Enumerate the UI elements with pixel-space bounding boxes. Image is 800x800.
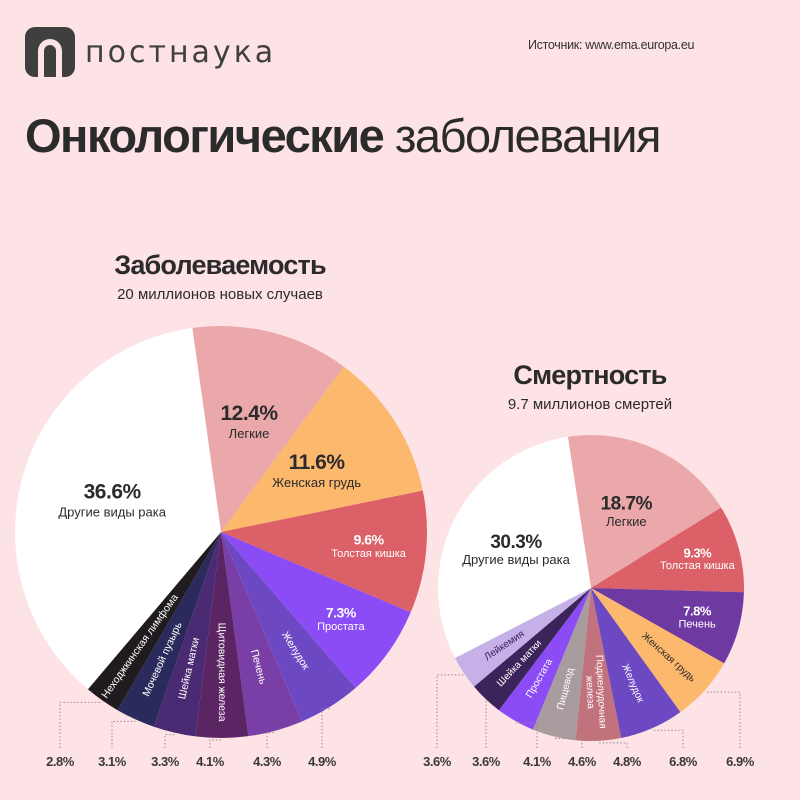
mortality-slice-8 [474,588,591,711]
mortality-slice-9 [454,588,591,687]
mortality-slice-8-pct: 3.6% [472,754,501,769]
mortality-slice-5-pct: 4.8% [613,754,642,769]
mortality-slice-3-leader-line [704,691,741,748]
incidence-slice-1-label: Женская грудь [272,475,361,490]
incidence-slice-9 [87,532,221,711]
incidence-slice-9-leader-line [59,701,103,748]
mortality-slice-1 [591,507,744,593]
incidence-slice-1-pct: 11.6% [289,451,346,474]
incidence-slice-6 [195,532,249,738]
incidence-slice-3-label: Простата [317,621,365,633]
mortality-slice-3-pct: 6.9% [726,754,755,769]
incidence-slice-5 [221,532,302,737]
mortality-slice-5-label: Поджелудочнаяжелеза [583,655,609,730]
incidence-slice-7-leader-line [164,734,175,748]
incidence-slice-10-label: Другие виды рака [58,504,166,519]
mortality-slice-7-pct: 4.1% [523,754,552,769]
mortality-slice-5-leader-line [598,742,628,748]
incidence-slice-2-label: Толстая кишка [331,548,407,560]
incidence-slice-2-pct: 9.6% [354,532,385,548]
mortality-slice-1-pct: 9.3% [684,545,713,560]
mortality-slice-10-label: Другие виды рака [462,552,570,567]
incidence-slice-9-pct: 2.8% [46,754,75,769]
mortality-slice-6-leader-line [553,737,583,748]
incidence-slice-0-label: Легкие [229,426,270,441]
title-bold: Онкологические [25,109,385,162]
incidence-slice-1 [221,366,423,532]
mortality-title: Смертность [513,360,667,390]
incidence-slice-7 [153,532,221,737]
incidence-slice-4 [221,532,356,722]
brand-logo: постнаука [25,27,276,77]
logo-mark-icon [25,27,75,77]
incidence-slice-7-pct: 3.3% [151,754,180,769]
mortality-slice-2-pct: 7.8% [683,604,712,619]
incidence-slice-3-pct: 7.3% [326,604,357,620]
incidence-slice-5-pct: 4.3% [253,754,282,769]
mortality-slice-0-label: Легкие [606,514,647,529]
page-title: Онкологические заболевания [25,108,662,163]
incidence-slice-0-pct: 12.4% [220,402,278,425]
incidence-slice-0 [192,326,344,532]
incidence-pie: 12.4%Легкие 11.6%Женская грудь 9.6%Толстая… [14,326,427,769]
mortality-slice-10-pct: 30.3% [490,532,542,553]
incidence-slice-8-pct: 3.1% [98,754,127,769]
incidence-slice-4-leader-line [321,708,330,748]
mortality-slice-2 [591,588,744,664]
mortality-slice-10 [438,436,591,659]
mortality-slice-4 [591,588,681,738]
incidence-slice-6-pct: 4.1% [196,754,225,769]
incidence-slice-4-pct: 4.9% [308,754,337,769]
incidence-slice-6-label: Щитовидная железа [216,623,228,722]
mortality-slice-3 [591,588,725,713]
mortality-slice-9-pct: 3.6% [423,754,452,769]
mortality-slice-7-leader-line [515,722,538,748]
incidence-slice-5-leader-line [266,732,276,748]
incidence-slice-10-pct: 36.6% [84,481,142,504]
incidence-subtitle: 20 миллионов новых случаев [117,286,323,303]
mortality-slice-0-pct: 18.7% [601,494,653,515]
incidence-slice-8 [117,532,221,727]
mortality-slice-6 [532,588,591,741]
mortality-slice-4-pct: 6.8% [669,754,698,769]
incidence-slice-10 [14,328,222,690]
mortality-slice-6-pct: 4.6% [568,754,597,769]
mortality-slice-4-leader-line [652,729,684,748]
mortality-slice-5 [575,588,622,741]
incidence-slice-3 [221,532,411,689]
source-link[interactable]: Источник: www.ema.europa.eu [528,38,695,52]
incidence-title: Заболеваемость [114,250,326,280]
mortality-slice-7 [498,588,591,730]
mortality-slice-0 [567,435,722,588]
title-light: заболевания [394,109,662,162]
mortality-slice-1-label: Толстая кишка [660,560,736,572]
brand-name: постнаука [85,34,277,70]
mortality-slice-9-leader-line [436,674,464,748]
incidence-slice-8-leader-line [111,720,136,748]
incidence-slice-2 [221,490,427,613]
mortality-subtitle: 9.7 миллионов смертей [507,396,673,413]
incidence-slice-6-leader-line [209,739,222,748]
mortality-slice-2-label: Печень [678,618,716,630]
